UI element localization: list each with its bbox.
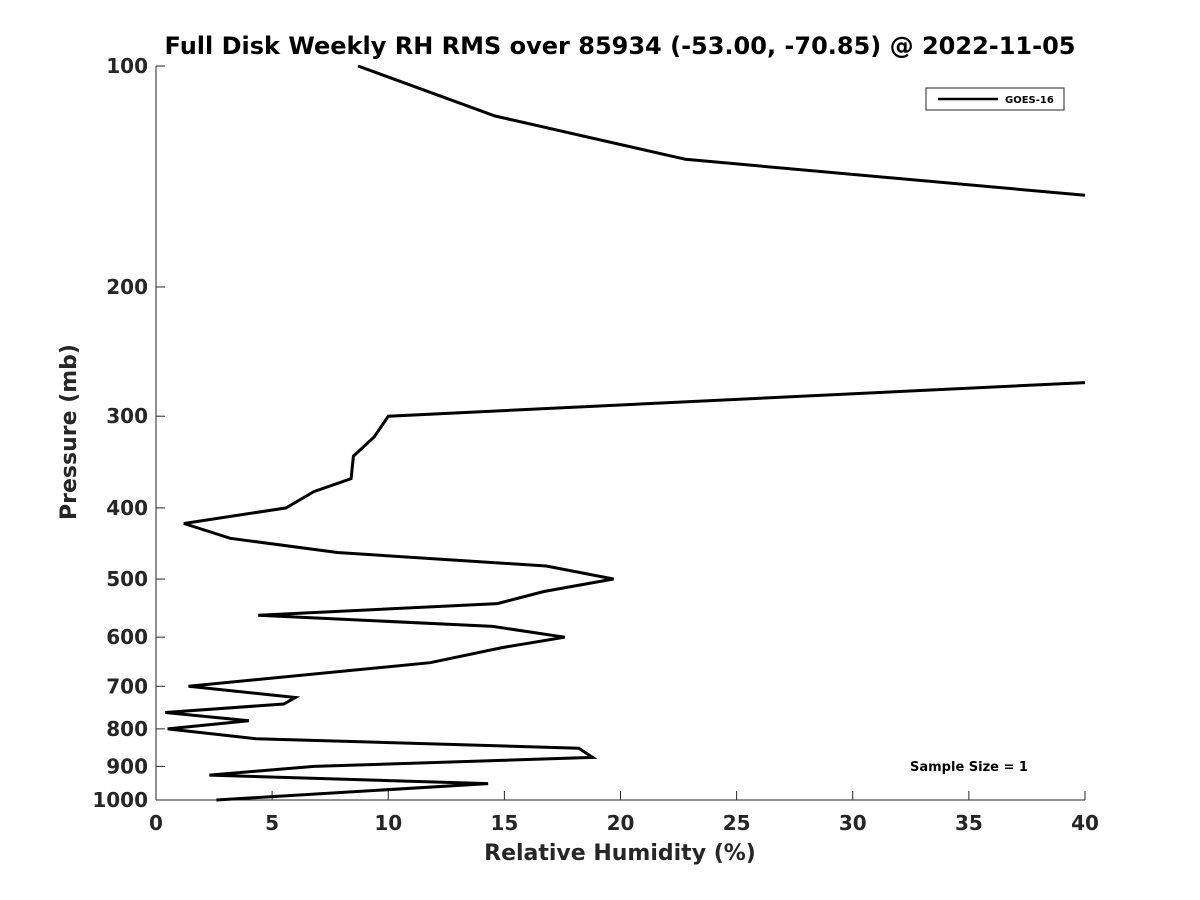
x-tick-label: 10 [374,811,402,835]
x-tick-label: 35 [955,811,983,835]
chart-title: Full Disk Weekly RH RMS over 85934 (-53.… [165,32,1076,60]
legend: GOES-16 [925,87,1065,111]
series-line-0-segment-1 [357,64,1086,197]
x-tick-label: 0 [149,811,163,835]
y-tick-label: 500 [106,567,148,591]
series-line-0-segment-0 [165,381,1086,802]
x-tick-label: 25 [723,811,751,835]
x-tick-label: 5 [265,811,279,835]
y-tick-label: 600 [106,625,148,649]
y-axis-label: Pressure (mb) [57,344,82,520]
x-tick-label: 40 [1071,811,1099,835]
x-axis-label: Relative Humidity (%) [484,841,756,866]
y-tick-label: 200 [106,275,148,299]
y-tick-label: 400 [106,496,148,520]
x-tick-label: 20 [607,811,635,835]
axes: 0 5 10 15 20 25 30 35 40 100 200 300 400 500 600 700 800… [92,54,1099,835]
y-tick-label: 300 [106,404,148,428]
sample-size-annotation: Sample Size = 1 [910,760,1028,775]
y-tick-label: 800 [106,717,148,741]
legend-label-goes-16: GOES-16 [1005,95,1054,106]
y-tick-label: 1000 [92,788,148,812]
x-tick-label: 30 [839,811,867,835]
x-tick-label: 15 [490,811,518,835]
y-tick-label: 900 [106,754,148,778]
series-layer [165,64,1086,802]
y-tick-label: 700 [106,674,148,698]
y-tick-label: 100 [106,54,148,78]
